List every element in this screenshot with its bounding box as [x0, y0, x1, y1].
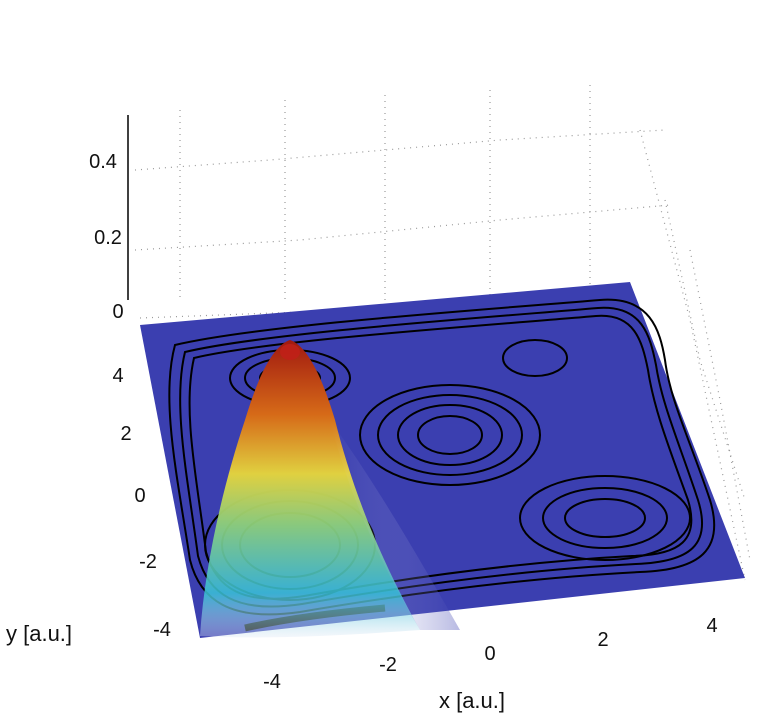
grid-line	[664, 199, 746, 501]
x-tick-labels: -4 -2 0 2 4	[263, 615, 717, 693]
x-tick-label: -4	[263, 671, 281, 693]
contour-well	[564, 498, 646, 538]
contour-outer	[179, 306, 704, 608]
x-axis-label: x [a.u.]	[439, 688, 505, 713]
y-tick-label: 0	[134, 485, 145, 507]
grid-line	[134, 129, 666, 171]
contour-well	[519, 475, 691, 561]
contour-well	[397, 404, 503, 466]
y-tick-label: 2	[120, 423, 131, 445]
contour-well	[359, 384, 541, 486]
y-tick-label: 4	[112, 365, 123, 387]
z-tick-label: 0.4	[89, 151, 117, 173]
contour-well	[417, 415, 483, 455]
contour-well	[542, 487, 668, 549]
x-tick-label: 2	[597, 629, 608, 651]
contour-outer	[168, 298, 716, 616]
y-tick-labels: 4 2 0 -2 -4	[112, 365, 170, 641]
y-tick-label: -4	[153, 619, 171, 641]
contour-well	[502, 339, 568, 377]
y-tick-label: -2	[139, 551, 157, 573]
y-axis-label: y [a.u.]	[6, 621, 72, 646]
x-tick-label: -2	[379, 654, 397, 676]
z-tick-label: 0	[112, 301, 123, 323]
x-tick-label: 0	[484, 643, 495, 665]
z-tick-labels: 0 0.2 0.4	[89, 151, 123, 323]
contour-well	[377, 394, 523, 476]
z-tick-label: 0.2	[94, 227, 122, 249]
grid-lines	[134, 85, 751, 581]
x-tick-label: 4	[706, 615, 717, 637]
surface-peak	[200, 340, 460, 638]
